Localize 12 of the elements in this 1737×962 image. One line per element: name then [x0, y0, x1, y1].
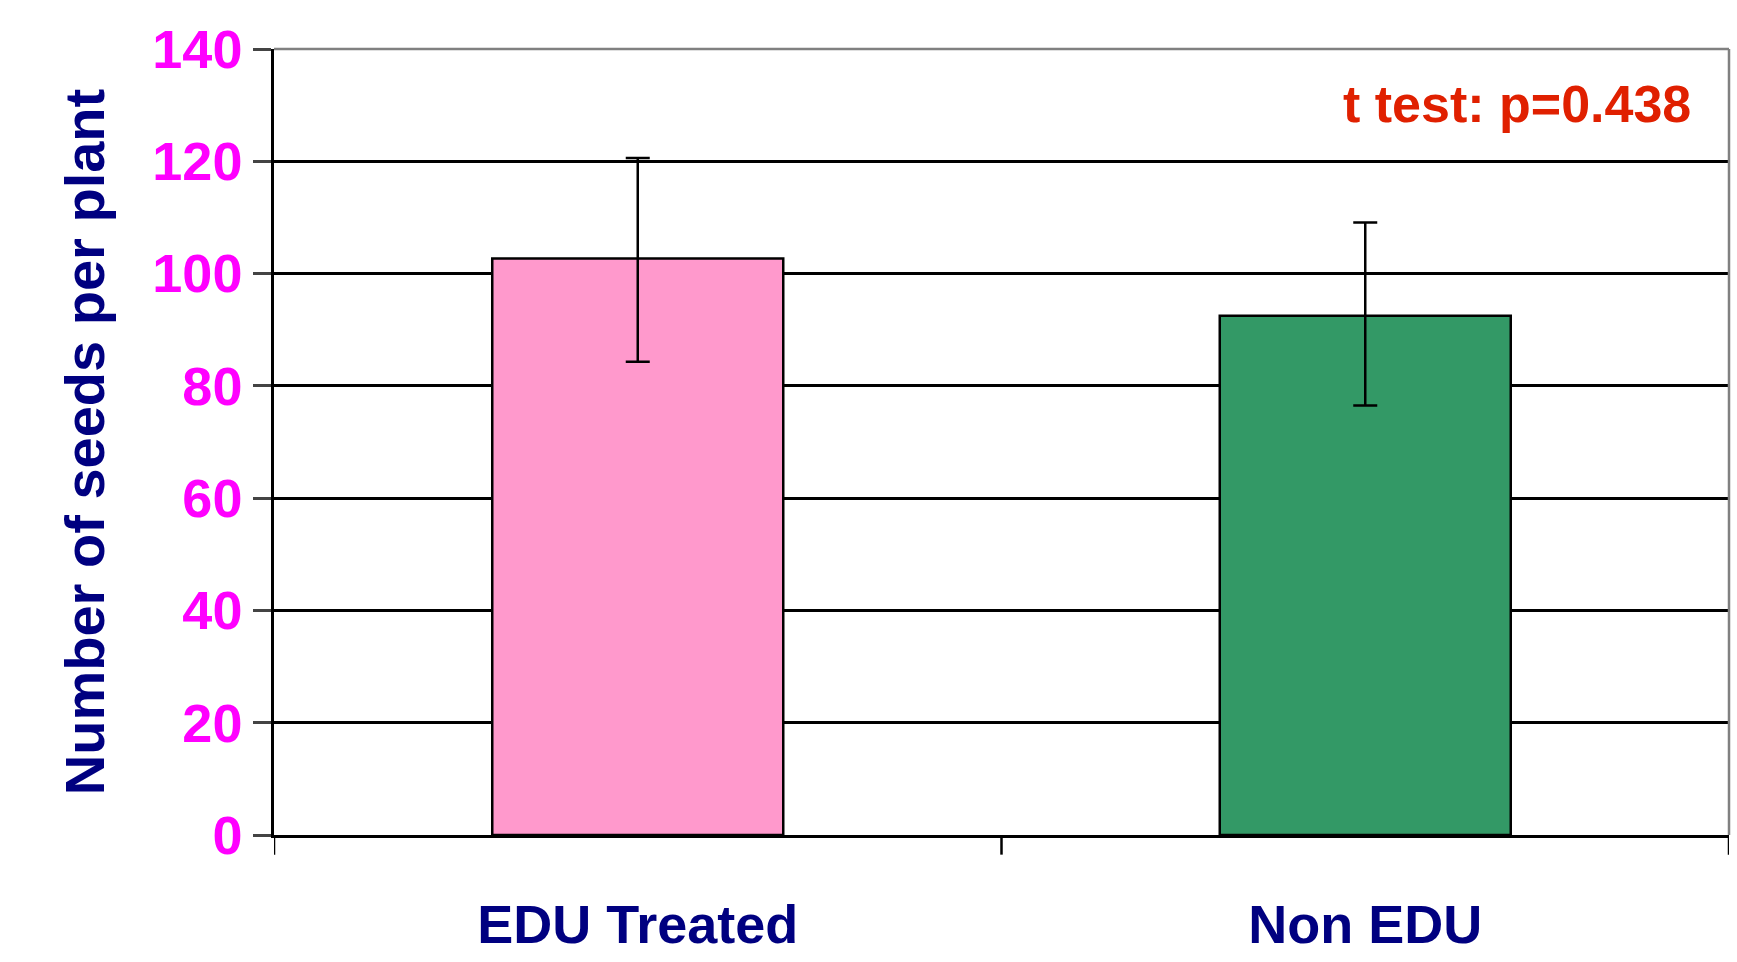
y-tick-label: 100: [152, 243, 243, 304]
y-tick-label: 20: [182, 692, 243, 753]
y-tick-label: 120: [152, 131, 243, 192]
x-tick-label: Non EDU: [1248, 893, 1483, 954]
annotation: t test: p=0.438: [1343, 75, 1692, 133]
y-tick-label: 40: [182, 580, 243, 641]
y-tick-label: 140: [152, 18, 243, 79]
y-axis-title: Number of seeds per plant: [53, 88, 117, 796]
x-tick-label: EDU Treated: [477, 893, 799, 954]
y-tick-label: 80: [182, 355, 243, 416]
y-tick-label: 60: [182, 468, 243, 529]
y-tick-label: 0: [212, 804, 243, 865]
